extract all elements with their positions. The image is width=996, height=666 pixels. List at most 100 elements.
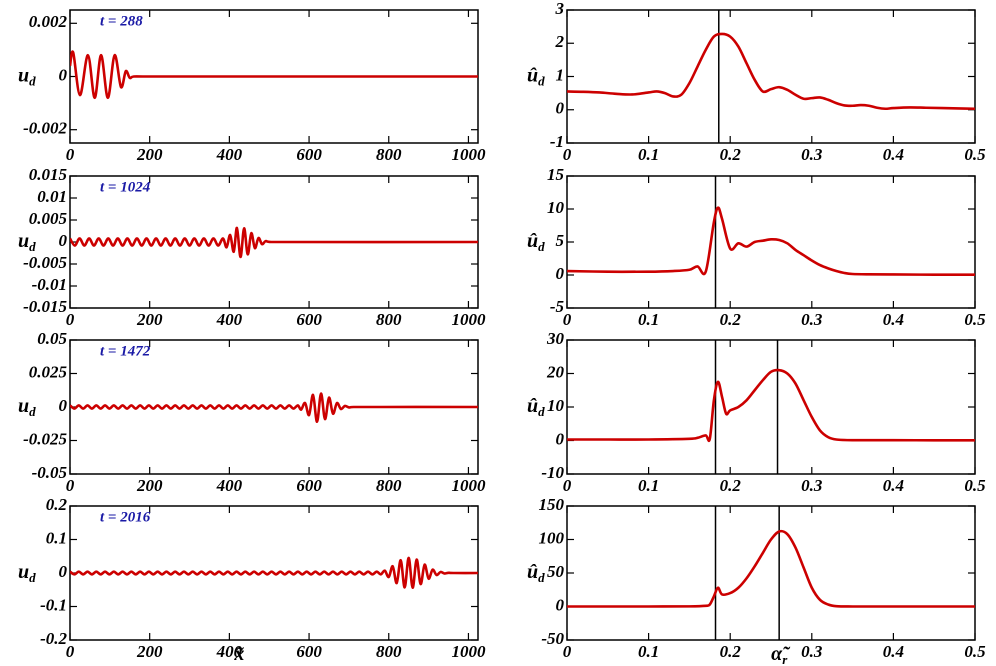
- y-tick-label: 20: [546, 362, 565, 381]
- y-label-sub: d: [538, 239, 545, 254]
- y-label: ûd: [527, 230, 545, 254]
- y-tick-label: 3: [555, 0, 565, 18]
- x-tick-label: 0: [66, 476, 75, 495]
- y-tick-label: 10: [547, 198, 565, 217]
- x-tick-label: 0.3: [801, 642, 823, 661]
- panel: 0 200 400 600 800 1000 -0.002 0 0.002 t = 288 ud: [18, 9, 486, 164]
- y-tick-label: 100: [539, 528, 565, 547]
- x-tick-label: 600: [296, 145, 322, 164]
- plot-frame: [566, 9, 976, 144]
- x-tick-label: 200: [136, 642, 163, 661]
- y-label: ûd: [527, 395, 545, 419]
- x-tick-label: 200: [136, 476, 163, 495]
- data-line: [70, 392, 478, 424]
- y-tick-label: 0: [59, 396, 68, 415]
- x-tick-label: 600: [296, 310, 322, 329]
- x-tick-label: 0.1: [638, 642, 659, 661]
- x-tick-label: 0.5: [964, 476, 986, 495]
- y-label: ûd: [527, 561, 545, 585]
- data-line: [70, 50, 478, 100]
- y-label-sub: d: [538, 570, 545, 585]
- y-tick-label: 0.05: [37, 329, 67, 348]
- y-label: ud: [18, 395, 36, 419]
- y-label-main: u: [18, 64, 29, 86]
- x-tick-label: 0.2: [720, 310, 742, 329]
- x-tick-label: 600: [296, 642, 322, 661]
- y-label-main: û: [527, 230, 538, 252]
- annotation: t = 1024: [100, 179, 151, 195]
- x-tick-label: 0.4: [883, 145, 904, 164]
- y-tick-label: 0: [556, 595, 565, 614]
- x-tick-label: 0.5: [964, 145, 986, 164]
- x-tick-label: 1000: [451, 642, 486, 661]
- x-label: x̃: [233, 643, 245, 665]
- y-label-main: u: [18, 561, 29, 583]
- y-tick-label: 0: [556, 99, 565, 118]
- x-tick-label: 0: [66, 145, 75, 164]
- y-tick-label: 0: [556, 264, 565, 283]
- y-tick-label: 0.1: [46, 528, 67, 547]
- x-tick-label: 0: [563, 310, 572, 329]
- y-tick-label: 0: [59, 562, 68, 581]
- y-tick-label: -10: [541, 463, 564, 482]
- y-tick-label: 150: [539, 495, 565, 514]
- x-tick-label: 1000: [451, 310, 486, 329]
- y-tick-label: 1: [556, 65, 565, 84]
- y-tick-label: 0.005: [29, 209, 68, 228]
- y-tick-label: -0.2: [40, 629, 67, 648]
- y-tick-label: -0.025: [23, 429, 67, 448]
- y-tick-label: 0.015: [29, 165, 68, 184]
- x-tick-label: 600: [296, 476, 322, 495]
- y-label-sub: d: [538, 73, 545, 88]
- panel: 0 200 400 600 800 1000 -0.05 -0.025 0 0.025 0.05 t …: [18, 329, 486, 495]
- x-tick-label: 0: [66, 642, 75, 661]
- plot-frame: [566, 505, 976, 641]
- x-tick-label: 800: [376, 642, 402, 661]
- x-label: α̃r: [771, 643, 791, 666]
- y-label: ud: [18, 64, 36, 88]
- y-label: ud: [18, 561, 36, 585]
- y-tick-label: -50: [541, 629, 564, 648]
- x-tick-label: 800: [376, 310, 402, 329]
- x-tick-label: 0.5: [964, 310, 986, 329]
- x-tick-label: 200: [136, 310, 163, 329]
- x-tick-label: 0.4: [883, 642, 904, 661]
- annotation: t = 2016: [100, 509, 151, 525]
- plot-frame: [566, 175, 976, 309]
- data-line: [70, 556, 478, 590]
- y-tick-label: -0.05: [32, 463, 68, 482]
- y-tick-label: -0.015: [23, 297, 67, 316]
- y-label: ud: [18, 230, 36, 254]
- y-label-main: u: [18, 395, 29, 417]
- y-label-sub: d: [29, 73, 36, 88]
- x-tick-label: 1000: [451, 145, 486, 164]
- x-tick-label: 0.1: [638, 310, 659, 329]
- y-tick-label: 2: [555, 32, 565, 51]
- y-label-sub: d: [29, 404, 36, 419]
- data-line: [567, 529, 975, 608]
- x-tick-label: 0.3: [801, 310, 823, 329]
- x-tick-label: 800: [376, 476, 402, 495]
- y-tick-label: 0: [556, 429, 565, 448]
- plot-frame: [566, 339, 976, 475]
- y-tick-label: 0.002: [29, 12, 68, 31]
- y-tick-label: 0: [59, 231, 68, 250]
- x-tick-label: 1000: [451, 476, 486, 495]
- y-tick-label: -0.005: [23, 253, 67, 272]
- x-tick-label: 0.1: [638, 145, 659, 164]
- x-tick-label: 0: [563, 145, 572, 164]
- y-tick-label: 0.025: [29, 362, 68, 381]
- y-label-main: û: [527, 395, 538, 417]
- x-tick-label: 200: [136, 145, 163, 164]
- x-tick-label: 0.4: [883, 476, 904, 495]
- x-tick-label: 0.1: [638, 476, 659, 495]
- y-tick-label: 0.01: [37, 187, 67, 206]
- y-tick-label: -0.002: [23, 119, 67, 138]
- y-label-sub: d: [538, 404, 545, 419]
- y-tick-label: 10: [547, 396, 565, 415]
- x-label-sub: r: [782, 652, 788, 666]
